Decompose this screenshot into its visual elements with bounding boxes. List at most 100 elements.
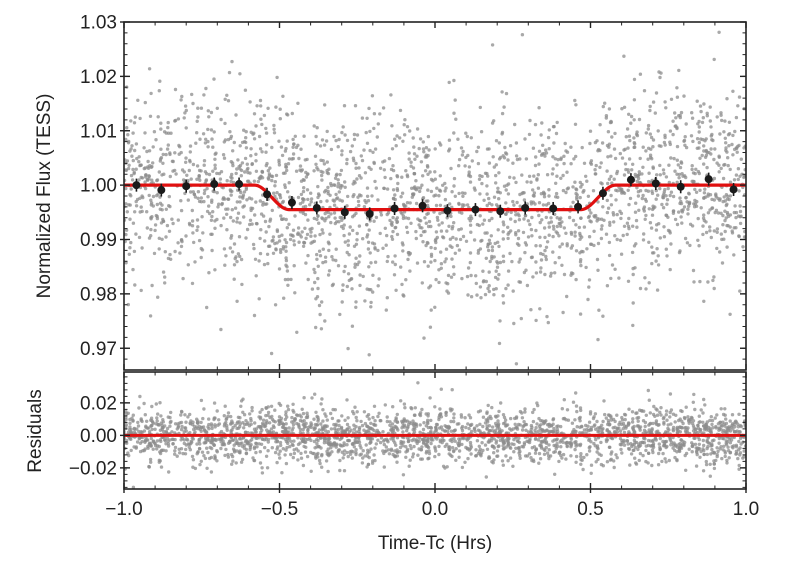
- raw-flux-point: [141, 210, 144, 213]
- residual-point: [406, 426, 409, 429]
- raw-flux-point: [213, 158, 216, 161]
- residual-point: [165, 430, 168, 433]
- raw-flux-point: [647, 127, 650, 130]
- raw-flux-point: [353, 138, 356, 141]
- raw-flux-point: [552, 225, 555, 228]
- raw-flux-point: [538, 236, 541, 239]
- raw-flux-point: [282, 247, 285, 250]
- raw-flux-point: [676, 159, 679, 162]
- residual-point: [282, 423, 285, 426]
- raw-flux-point: [413, 158, 416, 161]
- raw-flux-point: [429, 225, 432, 228]
- raw-flux-point: [502, 301, 505, 304]
- raw-flux-point: [509, 229, 512, 232]
- residual-point: [521, 416, 524, 419]
- raw-flux-point: [206, 210, 209, 213]
- residual-point: [248, 424, 251, 427]
- raw-flux-point: [271, 175, 274, 178]
- raw-flux-point: [191, 231, 194, 234]
- raw-flux-point: [204, 170, 207, 173]
- raw-flux-point: [657, 263, 660, 266]
- raw-flux-point: [660, 203, 663, 206]
- raw-flux-point: [672, 209, 675, 212]
- residual-point: [595, 450, 598, 453]
- residual-point: [701, 411, 704, 414]
- raw-flux-point: [442, 236, 445, 239]
- residual-point: [692, 393, 695, 396]
- raw-flux-point: [605, 114, 608, 117]
- raw-flux-point: [327, 215, 330, 218]
- raw-flux-point: [238, 221, 241, 224]
- raw-flux-point: [341, 300, 344, 303]
- residual-point: [254, 451, 257, 454]
- raw-flux-point: [164, 153, 167, 156]
- raw-flux-point: [158, 80, 161, 83]
- residual-point: [371, 416, 374, 419]
- raw-flux-point: [626, 146, 629, 149]
- raw-flux-point: [374, 147, 377, 150]
- residual-point: [551, 418, 554, 421]
- raw-flux-point: [628, 135, 631, 138]
- raw-flux-point: [583, 162, 586, 165]
- residual-point: [348, 439, 351, 442]
- raw-flux-point: [233, 141, 236, 144]
- residual-point: [159, 440, 162, 443]
- raw-flux-point: [231, 161, 234, 164]
- residual-point: [197, 427, 200, 430]
- raw-flux-point: [655, 198, 658, 201]
- residual-point: [566, 408, 569, 411]
- raw-flux-point: [540, 218, 543, 221]
- raw-flux-point: [354, 300, 357, 303]
- raw-flux-point: [540, 192, 543, 195]
- residual-point: [210, 470, 213, 473]
- raw-flux-point: [202, 93, 205, 96]
- raw-flux-point: [738, 95, 741, 98]
- residual-point: [352, 424, 355, 427]
- residual-point: [173, 449, 176, 452]
- raw-flux-point: [526, 284, 529, 287]
- residual-point: [609, 414, 612, 417]
- raw-flux-point: [350, 287, 353, 290]
- residual-point: [306, 428, 309, 431]
- raw-flux-point: [729, 168, 732, 171]
- residual-point: [419, 423, 422, 426]
- residual-point: [198, 447, 201, 450]
- residual-point: [206, 451, 209, 454]
- residual-point: [444, 429, 447, 432]
- raw-flux-point: [505, 188, 508, 191]
- raw-flux-point: [606, 199, 609, 202]
- residual-point: [633, 430, 636, 433]
- residual-point: [592, 415, 595, 418]
- residual-point: [507, 442, 510, 445]
- raw-flux-point: [677, 163, 680, 166]
- residual-point: [579, 409, 582, 412]
- residual-point: [291, 426, 294, 429]
- raw-flux-point: [150, 203, 153, 206]
- residual-point: [647, 439, 650, 442]
- raw-flux-point: [200, 256, 203, 259]
- raw-flux-point: [361, 237, 364, 240]
- raw-flux-point: [597, 242, 600, 245]
- raw-flux-point: [595, 139, 598, 142]
- residual-point: [602, 464, 605, 467]
- raw-flux-point: [600, 161, 603, 164]
- raw-flux-point: [731, 229, 734, 232]
- raw-flux-point: [223, 247, 226, 250]
- residual-point: [493, 446, 496, 449]
- raw-flux-point: [167, 143, 170, 146]
- raw-flux-point: [592, 214, 595, 217]
- raw-flux-point: [282, 297, 285, 300]
- raw-flux-point: [261, 170, 264, 173]
- raw-flux-point: [206, 140, 209, 143]
- raw-flux-point: [599, 181, 602, 184]
- residual-point: [243, 423, 246, 426]
- residual-point: [206, 425, 209, 428]
- raw-flux-point: [632, 146, 635, 149]
- raw-flux-point: [354, 167, 357, 170]
- residual-point: [725, 443, 728, 446]
- raw-flux-point: [342, 227, 345, 230]
- raw-flux-point: [613, 132, 616, 135]
- raw-flux-point: [705, 166, 708, 169]
- raw-flux-point: [633, 98, 636, 101]
- raw-flux-point: [280, 145, 283, 148]
